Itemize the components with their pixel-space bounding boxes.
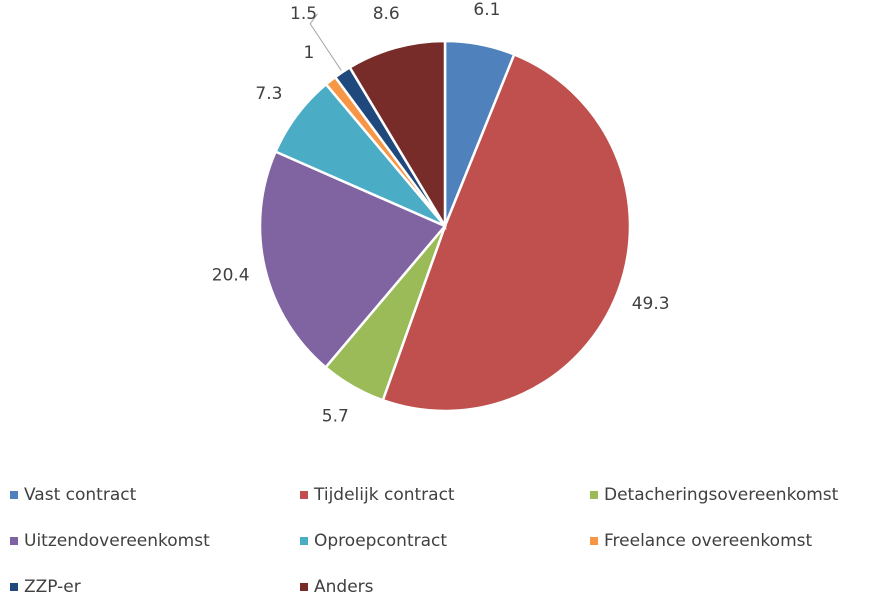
leader-line [309,13,342,71]
pie-slice [348,39,447,231]
legend-swatch [10,491,18,499]
data-label: 8.6 [373,4,400,24]
legend-swatch [10,537,18,545]
data-label: 5.7 [322,407,349,427]
legend-label: ZZP-er [24,577,81,597]
legend-label: Oproepcontract [314,531,447,551]
legend-swatch [300,537,308,545]
data-label: 7.3 [255,84,282,104]
legend-label: Tijdelijk contract [313,485,455,505]
legend-swatch [300,583,308,591]
pie-slice [258,150,448,370]
pie-slice [381,52,632,413]
data-label: 1 [304,43,315,63]
legend-swatch [590,491,598,499]
data-label: 49.3 [632,294,670,314]
legend-label: Anders [314,577,374,597]
legend-label: Vast contract [24,485,137,505]
legend-label: Uitzendovereenkomst [24,531,210,551]
data-label: 6.1 [473,0,500,20]
data-label: 1.5 [290,4,317,24]
legend-swatch [590,537,598,545]
legend-label: Freelance overeenkomst [604,531,812,551]
data-label: 20.4 [212,266,250,286]
legend-swatch [10,583,18,591]
legend-label: Detacheringsovereenkomst [604,485,839,505]
legend-swatch [300,491,308,499]
